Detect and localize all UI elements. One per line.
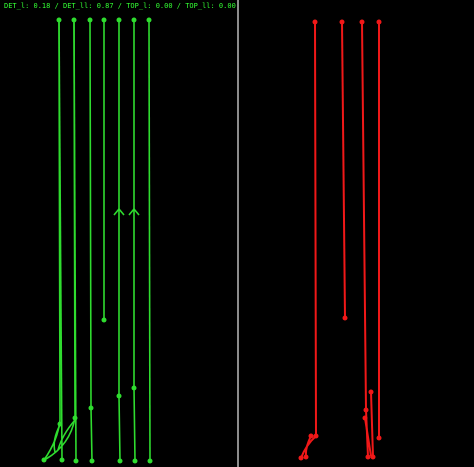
point bbox=[376, 435, 382, 441]
point bbox=[56, 17, 62, 23]
point bbox=[147, 458, 153, 464]
point bbox=[359, 19, 365, 25]
point bbox=[88, 405, 94, 411]
point bbox=[57, 421, 63, 427]
red-tracks bbox=[298, 19, 382, 461]
point bbox=[59, 457, 65, 463]
point bbox=[89, 458, 95, 464]
point bbox=[101, 17, 107, 23]
point bbox=[117, 458, 123, 464]
point bbox=[312, 19, 318, 25]
point bbox=[363, 407, 369, 413]
point bbox=[303, 454, 309, 460]
point bbox=[339, 19, 345, 25]
point bbox=[116, 17, 122, 23]
track-branch bbox=[53, 419, 76, 453]
header-text: DET_l: 0.18 / DET_ll: 0.87 / TOP_l: 0.00… bbox=[4, 2, 236, 10]
point bbox=[342, 315, 348, 321]
point bbox=[101, 317, 107, 323]
point bbox=[308, 433, 314, 439]
point bbox=[365, 454, 371, 460]
point bbox=[368, 389, 374, 395]
point bbox=[376, 19, 382, 25]
track bbox=[58, 19, 63, 461]
track bbox=[148, 19, 151, 462]
point bbox=[313, 433, 319, 439]
track-branch bbox=[364, 391, 374, 458]
point bbox=[298, 455, 304, 461]
point bbox=[87, 17, 93, 23]
point bbox=[73, 458, 79, 464]
point bbox=[131, 17, 137, 23]
marker bbox=[113, 207, 140, 216]
point bbox=[116, 393, 122, 399]
track bbox=[73, 19, 77, 462]
point bbox=[41, 457, 47, 463]
point bbox=[362, 415, 368, 421]
point bbox=[131, 385, 137, 391]
point bbox=[71, 17, 77, 23]
point bbox=[72, 415, 78, 421]
track bbox=[341, 21, 346, 319]
point bbox=[146, 17, 152, 23]
point bbox=[132, 458, 138, 464]
point bbox=[370, 454, 376, 460]
green-tracks bbox=[41, 17, 153, 464]
